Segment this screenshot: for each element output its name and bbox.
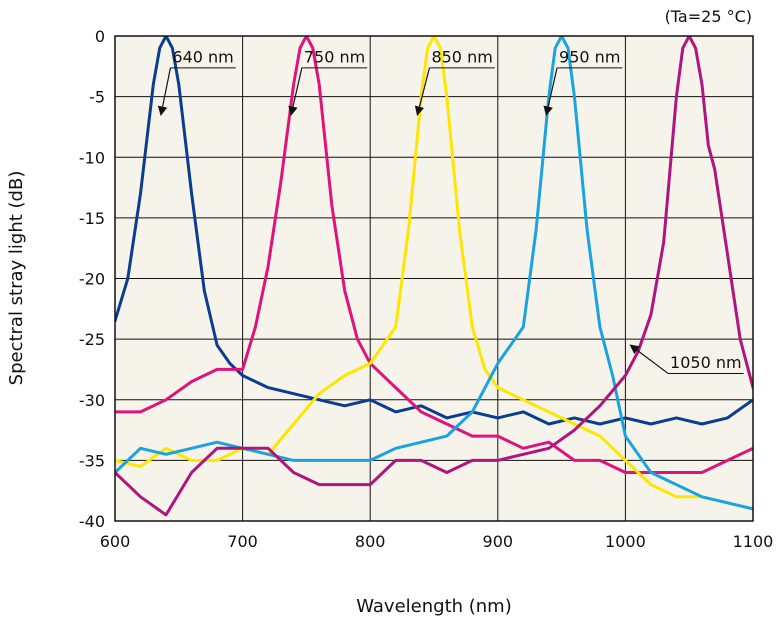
grid-lines (115, 36, 753, 521)
annotations: 640 nm 750 nm 850 nm 950 nm 1050 nm (157, 48, 744, 374)
y-tick-label-8: -40 (79, 512, 105, 531)
x-axis-title: Wavelength (nm) (356, 596, 512, 617)
annotation-arrow-0 (157, 67, 172, 116)
y-tick-label-4: -20 (79, 270, 105, 289)
y-axis-title: Spectral stray light (dB) (6, 171, 27, 386)
annotation-arrow-2 (414, 67, 431, 116)
x-tick-label-4: 1000 (605, 532, 646, 551)
annotation-label-1: 750 nm (304, 48, 365, 67)
annotation-label-3: 950 nm (559, 48, 620, 67)
x-tick-label-5: 1100 (733, 532, 774, 551)
y-tick-label-0: 0 (95, 27, 105, 46)
annotation-label-0: 640 nm (172, 48, 233, 67)
series-line-750nm (115, 36, 753, 474)
y-tick-label-1: -5 (89, 88, 105, 107)
y-tick-label-3: -15 (79, 209, 105, 228)
annotation-label-2: 850 nm (431, 48, 492, 67)
x-tick-label-1: 700 (227, 532, 258, 551)
series-layer (115, 36, 753, 517)
y-tick-label-5: -25 (79, 330, 105, 349)
y-tick-label-2: -10 (79, 148, 105, 167)
plot-frame (114, 35, 754, 522)
x-tick-label-3: 900 (483, 532, 514, 551)
condition-label: (Ta=25 °C) (665, 7, 752, 26)
annotation-arrow-1 (288, 67, 303, 116)
y-tick-label-7: -35 (79, 451, 105, 470)
x-tick-label-0: 600 (100, 532, 131, 551)
x-tick-label-2: 800 (355, 532, 386, 551)
annotation-arrow-3 (543, 67, 558, 116)
series-line-1050nm (115, 36, 753, 517)
series-line-640nm (115, 36, 753, 426)
y-tick-label-6: -30 (79, 391, 105, 410)
annotation-label-4: 1050 nm (670, 353, 742, 372)
annotation-arrow-4 (629, 344, 669, 374)
tick-labels: 600 700 800 900 1000 1100 0 -5 -10 -15 -20 -25 -30 -3… (79, 27, 774, 551)
